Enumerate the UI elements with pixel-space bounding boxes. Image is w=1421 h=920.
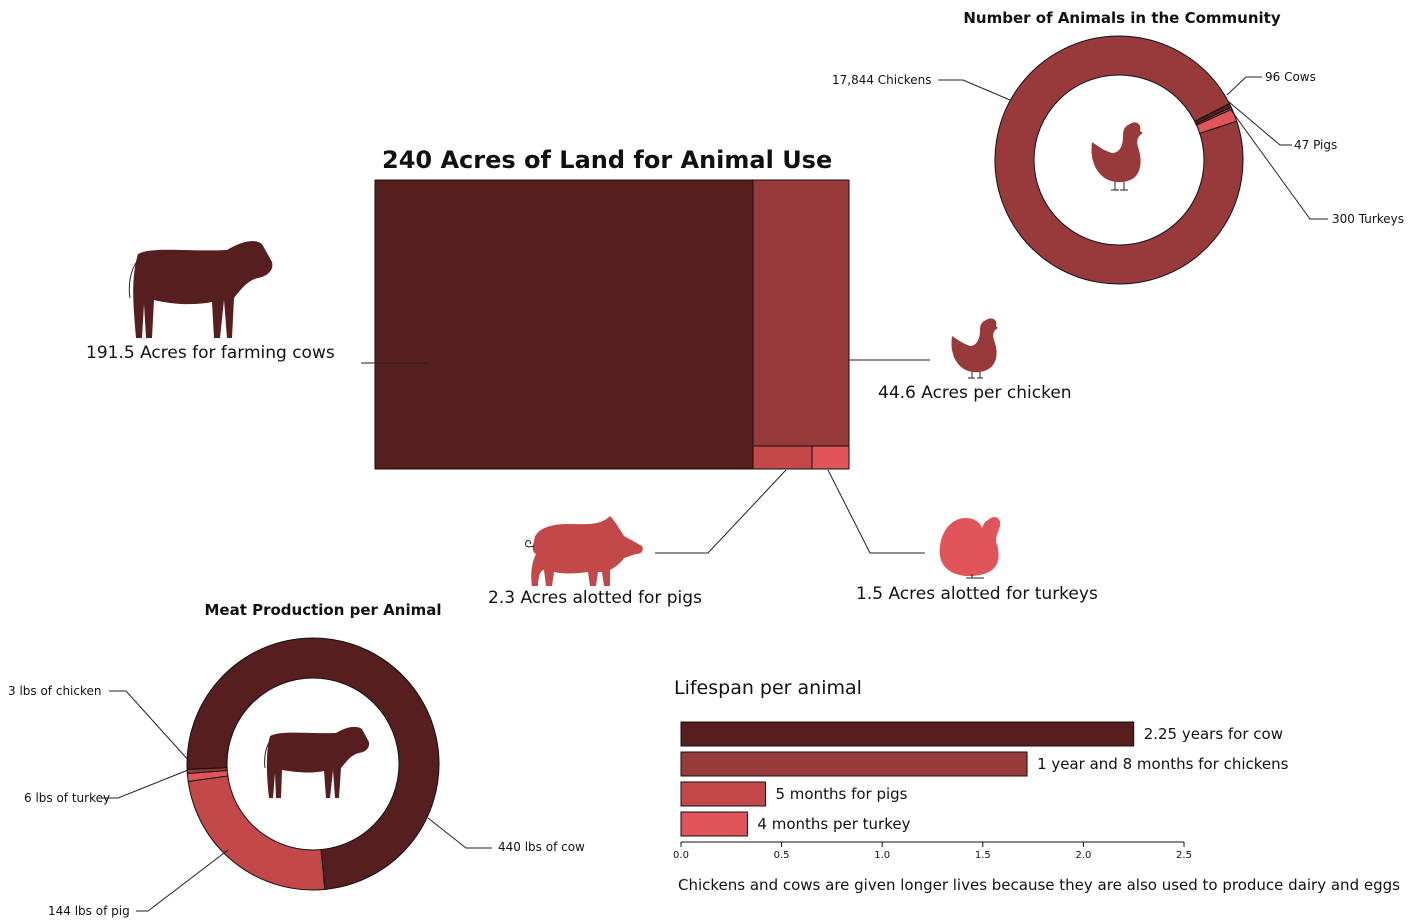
lifespan-bar-cow <box>680 721 1135 747</box>
pig-icon <box>525 516 643 586</box>
treemap-cell-pigs <box>752 445 813 470</box>
label-cows-acres: 191.5 Acres for farming cows <box>86 343 335 363</box>
label-cow-meat: 440 lbs of cow <box>498 840 585 854</box>
leader-turkeys-count <box>1230 109 1328 220</box>
label-turkey-meat: 6 lbs of turkey <box>24 791 110 805</box>
leader-chicken-meat <box>109 690 191 763</box>
label-pig-meat: 144 lbs of pig <box>48 904 130 918</box>
x-tick-label: 2.0 <box>1075 850 1091 861</box>
leader-pigs <box>655 469 787 554</box>
lifespan-x-axis: 0.0 0.5 1.0 1.5 2.0 2.5 <box>673 841 1192 861</box>
label-chicken-meat: 3 lbs of chicken <box>8 684 102 698</box>
lifespan-bars: 2.25 years for cow 1 year and 8 months fo… <box>680 721 1289 837</box>
animals-donut-title: Number of Animals in the Community <box>963 9 1280 27</box>
lifespan-bar-label-pigs: 5 months for pigs <box>776 785 908 803</box>
x-tick-label: 2.5 <box>1176 850 1192 861</box>
chicken-icon <box>1091 122 1143 191</box>
x-tick-label: 0.5 <box>774 850 790 861</box>
label-chickens-count: 17,844 Chickens <box>832 73 931 87</box>
treemap-cell-chickens <box>752 179 850 447</box>
treemap-title: 240 Acres of Land for Animal Use <box>382 146 832 174</box>
x-tick-label: 1.0 <box>874 850 890 861</box>
lifespan-bar-chart: Lifespan per animal 2.25 years for cow 1 … <box>673 677 1400 894</box>
x-tick-label: 0.0 <box>673 850 689 861</box>
turkey-icon <box>939 517 1001 579</box>
chicken-icon <box>951 318 998 379</box>
lifespan-bar-label-turkey: 4 months per turkey <box>757 815 910 833</box>
x-tick-label: 1.5 <box>975 850 991 861</box>
leader-cows-count <box>1226 76 1262 96</box>
lifespan-bar-label-cow: 2.25 years for cow <box>1144 725 1283 743</box>
label-pigs-count: 47 Pigs <box>1294 138 1337 152</box>
leader-turkey-meat <box>102 769 189 799</box>
leader-pigs-count <box>1228 101 1292 146</box>
lifespan-bar-turkey <box>680 811 748 837</box>
cow-icon <box>264 726 370 798</box>
label-cows-count: 96 Cows <box>1265 70 1316 84</box>
label-pigs-acres: 2.3 Acres alotted for pigs <box>488 588 702 608</box>
lifespan-note: Chickens and cows are given longer lives… <box>678 876 1400 894</box>
meat-production-donut: Meat Production per Animal 3 lbs of chic… <box>8 601 585 918</box>
treemap-cell-cows <box>374 179 754 470</box>
lifespan-bar-pigs <box>680 781 767 807</box>
leader-chickens-count <box>938 79 1011 101</box>
leader-turkeys <box>827 469 925 554</box>
lifespan-bar-chickens <box>680 751 1028 777</box>
meat-donut-title: Meat Production per Animal <box>205 601 442 619</box>
cow-icon <box>128 241 273 338</box>
animals-count-donut: Number of Animals in the Community 17,84… <box>832 9 1404 285</box>
land-treemap: 240 Acres of Land for Animal Use 191.5 A… <box>86 146 1098 608</box>
treemap-cell-turkeys <box>811 445 850 470</box>
leader-pig-meat <box>136 849 229 912</box>
lifespan-title: Lifespan per animal <box>674 677 862 699</box>
leader-cow-meat <box>427 817 492 849</box>
label-turkeys-acres: 1.5 Acres alotted for turkeys <box>856 584 1098 604</box>
label-chickens-acres: 44.6 Acres per chicken <box>878 383 1072 403</box>
lifespan-bar-label-chickens: 1 year and 8 months for chickens <box>1037 755 1289 773</box>
label-turkeys-count: 300 Turkeys <box>1332 212 1404 226</box>
